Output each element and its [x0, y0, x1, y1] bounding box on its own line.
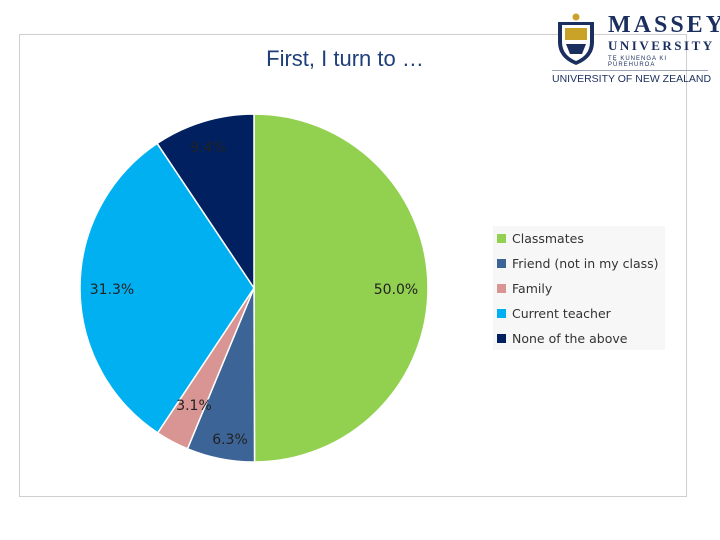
legend-label: Current teacher: [512, 305, 611, 321]
legend-item-family: Family: [497, 279, 552, 297]
data-label-friend-not-in-my-class: 6.3%: [212, 432, 248, 448]
legend-label: Family: [512, 280, 553, 296]
legend-item-none-of-the-above: None of the above: [497, 329, 627, 347]
chart-title: First, I turn to …: [266, 46, 424, 71]
pie-slice-none-of-the-above: [156, 113, 255, 291]
legend-item-current-teacher: Current teacher: [497, 304, 611, 322]
pie-slice-current-teacher: [79, 142, 255, 434]
legend-label: Classmates: [512, 230, 584, 246]
data-label-current-teacher: 31.3%: [90, 282, 134, 298]
logo-name: MASSEY: [608, 12, 720, 38]
logo-line2: UNIVERSITY: [608, 38, 715, 53]
crest-icon: [558, 13, 594, 65]
legend-item-classmates: Classmates: [497, 229, 584, 247]
data-label-family: 3.1%: [176, 398, 212, 414]
logo-line4: UNIVERSITY OF NEW ZEALAND: [552, 73, 712, 85]
legend-swatch: [497, 233, 506, 243]
massey-logo: MASSEY UNIVERSITY TE KUNENGA KI PŪREHURO…: [548, 8, 720, 88]
legend-swatch: [497, 308, 506, 318]
data-label-classmates: 50.0%: [374, 282, 418, 298]
logo-divider: [552, 70, 708, 71]
pie-slice-classmates: [253, 113, 429, 463]
legend-label: Friend (not in my class): [512, 255, 659, 271]
legend-swatch: [497, 333, 506, 343]
legend-item-friend-not-in-my-class: Friend (not in my class): [497, 254, 659, 272]
chart-frame: [19, 34, 687, 497]
chart-legend: Classmates Friend (not in my class) Family…: [493, 226, 665, 350]
data-label-none-of-the-above: 9.4%: [190, 140, 226, 156]
legend-swatch: [497, 258, 506, 268]
legend-label: None of the above: [512, 330, 628, 346]
legend-swatch: [497, 283, 506, 293]
logo-line3: TE KUNENGA KI PŪREHUROA: [608, 56, 668, 68]
